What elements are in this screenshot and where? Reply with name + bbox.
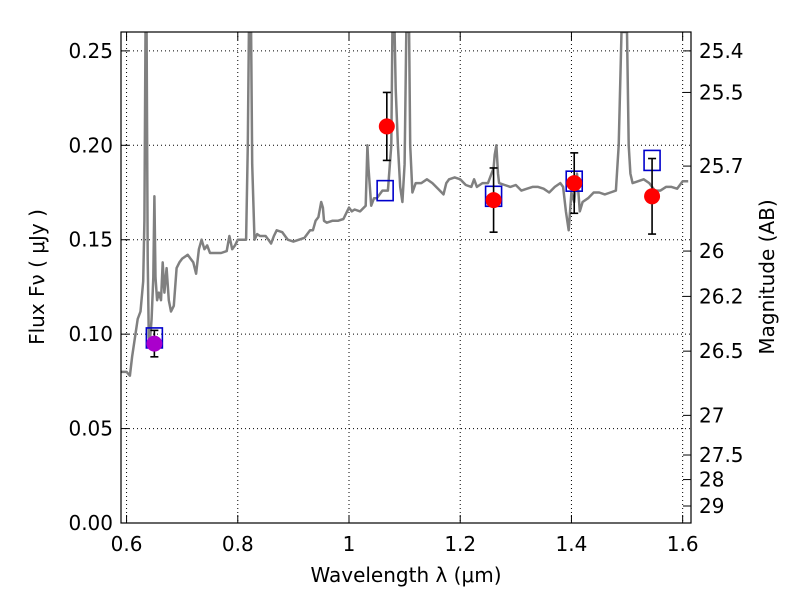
x-tick-label: 1.2	[444, 532, 476, 556]
y2-axis-label: Magnitude (AB)	[755, 199, 779, 354]
spectrum-series	[121, 32, 689, 377]
y-tick-label: 0.20	[68, 133, 113, 157]
y-tick-label: 0.10	[68, 322, 113, 346]
y-axis-label: Flux Fν ( μJy )	[25, 209, 49, 345]
observed-flux-point	[644, 188, 661, 205]
observed-flux-point	[566, 175, 583, 192]
y2-tick-label: 28	[699, 468, 724, 492]
y-tick-label: 0.25	[68, 39, 113, 63]
y2-tick-label: 27	[699, 403, 724, 427]
axis-ticks: 0.6 0.8 1 1.2 1.4 1.6 0.00 0.05 0.10 0.15 0.20 0.25…	[68, 32, 744, 556]
y-tick-label: 0.15	[68, 228, 113, 252]
y2-tick-label: 25.5	[699, 80, 744, 104]
y2-tick-label: 26.5	[699, 339, 744, 363]
y2-tick-label: 25.7	[699, 154, 744, 178]
model-square-marker	[376, 179, 394, 202]
spectrum-line	[121, 32, 689, 377]
y-tick-label: 0.00	[68, 511, 113, 535]
y2-tick-label: 26.2	[699, 284, 744, 308]
observed-flux-point	[378, 118, 395, 135]
x-tick-label: 1.4	[556, 532, 588, 556]
x-tick-label: 0.6	[111, 532, 143, 556]
x-axis-label: Wavelength λ (μm)	[310, 563, 501, 587]
x-tick-label: 1	[343, 532, 356, 556]
y2-tick-label: 25.4	[699, 39, 744, 63]
x-tick-label: 1.6	[667, 532, 699, 556]
plot-frame	[120, 31, 692, 524]
y2-tick-label: 27.5	[699, 443, 744, 467]
y2-tick-label: 29	[699, 494, 724, 518]
observed-flux-point	[146, 335, 163, 352]
photometry-markers	[145, 91, 661, 358]
plot-area	[121, 32, 689, 377]
y2-tick-label: 26	[699, 239, 724, 263]
x-tick-label: 0.8	[222, 532, 254, 556]
observed-flux-point	[485, 192, 502, 209]
y-tick-label: 0.05	[68, 417, 113, 441]
